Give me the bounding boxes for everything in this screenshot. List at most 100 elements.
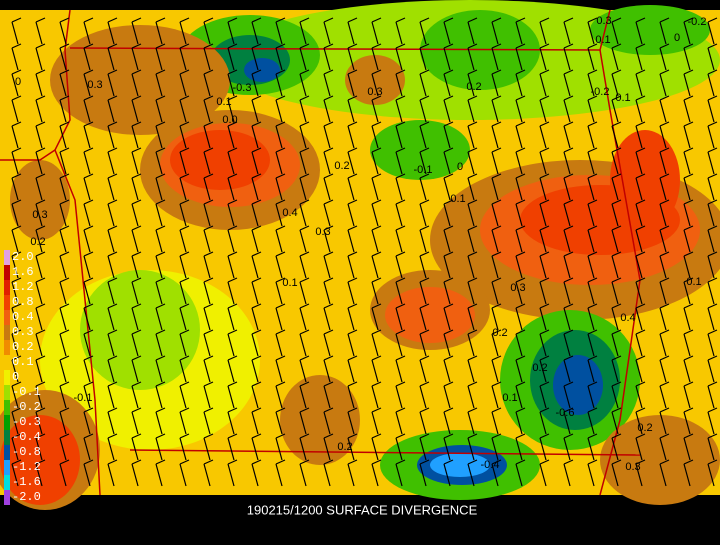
wind-barb [587,433,598,461]
wind-barb [563,43,574,71]
wind-barb [611,121,622,149]
wind-barb [707,277,718,305]
wind-barb [323,121,334,149]
wind-barb [275,17,286,45]
wind-barb [347,433,358,461]
wind-barb [299,43,310,71]
wind-barb [419,329,430,357]
wind-barb [683,459,694,487]
wind-barb [35,17,46,45]
wind-barb [59,69,70,97]
wind-barb [467,43,478,71]
wind-barb [275,95,286,123]
wind-barb [491,17,502,45]
wind-barb [395,17,406,45]
wind-barb [155,277,166,305]
wind-barb [275,433,286,461]
wind-barb [683,355,694,383]
colorbar-label: -0.3 [12,415,41,429]
wind-barb [707,147,718,175]
wind-barb [587,199,598,227]
wind-barb [179,173,190,201]
wind-barb [275,329,286,357]
wind-barb [83,407,94,435]
wind-barb [587,355,598,383]
wind-barb [467,121,478,149]
wind-barb [467,251,478,279]
wind-barb [395,199,406,227]
colorbar-swatch [4,310,10,325]
wind-barb [155,225,166,253]
wind-barb [395,121,406,149]
colorbar-label: -0.8 [12,445,41,459]
wind-barb [611,251,622,279]
wind-barb [563,69,574,97]
wind-barb [299,147,310,175]
wind-barb [11,459,22,487]
wind-barb [299,199,310,227]
wind-barb [203,17,214,45]
wind-barb [35,147,46,175]
wind-barb [587,407,598,435]
wind-barb [251,69,262,97]
wind-barb [299,121,310,149]
wind-barb [227,69,238,97]
wind-barb [371,225,382,253]
caption: 190215/1200 SURFACE DIVERGENCE [247,502,478,517]
wind-barb [179,43,190,71]
contour-label: 0.3 [87,79,102,91]
wind-barb [371,329,382,357]
wind-barb [611,381,622,409]
wind-barb [443,147,454,175]
wind-barb [443,407,454,435]
wind-barb [299,355,310,383]
wind-barb [11,407,22,435]
wind-barb [563,433,574,461]
wind-barb [11,147,22,175]
contour-label: -0.2 [688,16,707,28]
wind-barb [515,121,526,149]
contour-label: -0.1 [74,392,93,404]
wind-barb [707,121,718,149]
wind-barb [155,43,166,71]
contour-label: 0.2 [466,81,481,93]
wind-barb [635,69,646,97]
wind-barb [539,277,550,305]
wind-barb [179,407,190,435]
wind-barb [515,459,526,487]
wind-barb [179,17,190,45]
wind-barb [515,43,526,71]
wind-barb [419,199,430,227]
wind-barb [251,173,262,201]
wind-barb [83,43,94,71]
wind-barb [299,69,310,97]
wind-barb [179,121,190,149]
wind-barb [131,17,142,45]
contour-label: -0.4 [481,459,500,471]
wind-barb [539,433,550,461]
wind-barb [299,407,310,435]
wind-barb [539,381,550,409]
wind-barb [587,43,598,71]
wind-barb [179,225,190,253]
wind-barb [59,355,70,383]
wind-barb [275,459,286,487]
wind-barb [35,329,46,357]
wind-barb [587,381,598,409]
wind-barb [299,381,310,409]
colorbar-label: 0.1 [12,355,34,369]
colorbar-label: 0.2 [12,340,34,354]
wind-barb [347,69,358,97]
wind-barb [371,433,382,461]
wind-barb [563,355,574,383]
wind-barb [179,355,190,383]
wind-barb [707,173,718,201]
wind-barb [611,329,622,357]
contour-label: 0 [674,32,680,44]
wind-barb [275,303,286,331]
wind-barb [467,147,478,175]
wind-barb [635,173,646,201]
wind-barb [395,147,406,175]
wind-barb [227,381,238,409]
wind-barb [179,69,190,97]
